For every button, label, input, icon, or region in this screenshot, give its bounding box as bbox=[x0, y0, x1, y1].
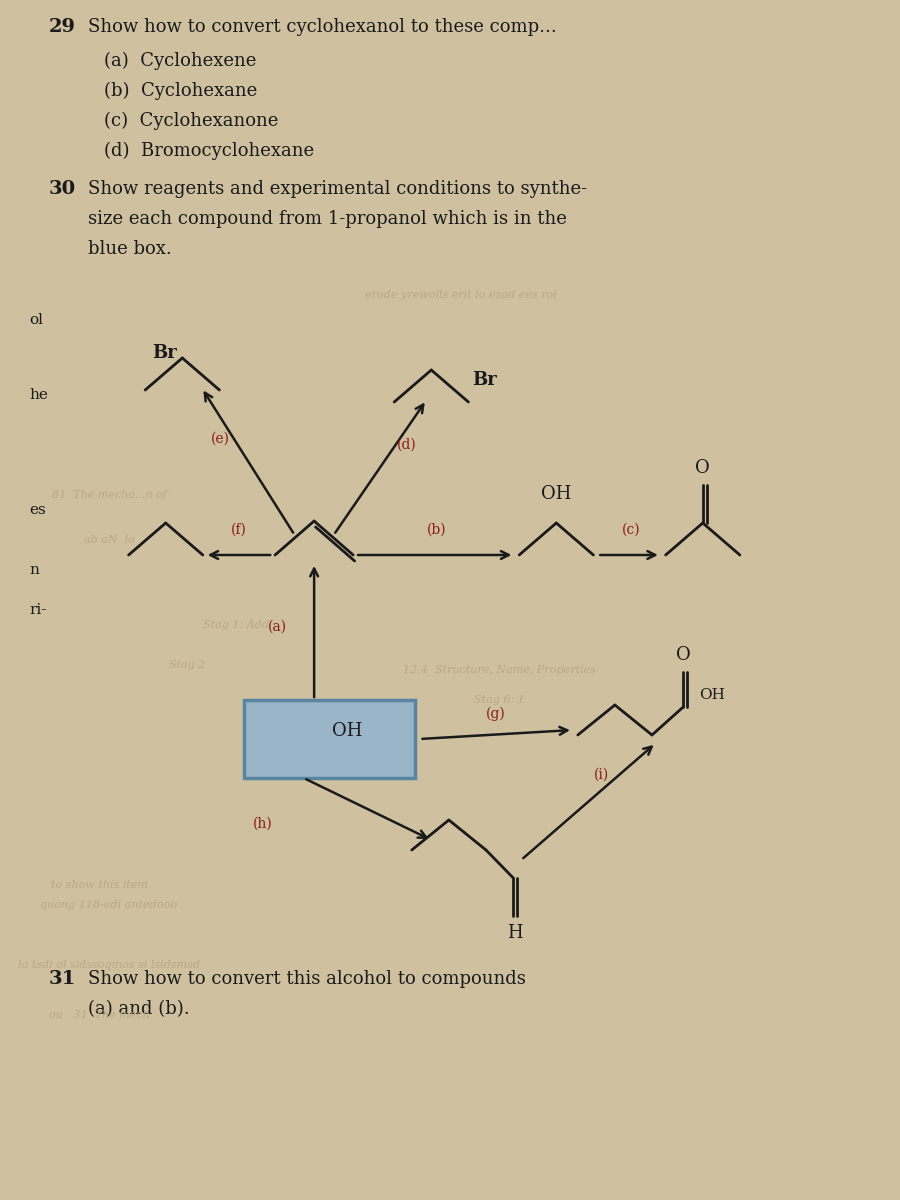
Text: Br: Br bbox=[152, 344, 177, 362]
Text: quong 118-edi antednoo: quong 118-edi antednoo bbox=[40, 900, 177, 910]
Text: (h): (h) bbox=[254, 817, 273, 830]
Text: (a)  Cyclohexene: (a) Cyclohexene bbox=[104, 52, 256, 71]
Text: (b)  Cyclohexane: (b) Cyclohexane bbox=[104, 82, 257, 101]
Text: ol: ol bbox=[29, 313, 43, 326]
Text: to show this item: to show this item bbox=[51, 880, 148, 890]
Text: 30: 30 bbox=[49, 180, 76, 198]
Text: Br: Br bbox=[472, 371, 497, 389]
Text: OH: OH bbox=[332, 722, 362, 740]
Text: Show how to convert cyclohexanol to these comp...: Show how to convert cyclohexanol to thes… bbox=[87, 18, 556, 36]
Text: OH: OH bbox=[698, 688, 724, 702]
Text: Show how to convert this alcohol to compounds: Show how to convert this alcohol to comp… bbox=[87, 970, 526, 988]
Text: (d)  Bromocyclohexane: (d) Bromocyclohexane bbox=[104, 142, 314, 161]
Text: (c)  Cyclohexanone: (c) Cyclohexanone bbox=[104, 112, 279, 131]
Text: es: es bbox=[29, 503, 46, 517]
Text: (f): (f) bbox=[231, 523, 247, 538]
Text: O: O bbox=[676, 646, 690, 664]
Text: (g): (g) bbox=[486, 707, 506, 721]
Bar bbox=[244, 700, 415, 778]
Text: n: n bbox=[29, 563, 39, 577]
Text: (d): (d) bbox=[397, 438, 417, 452]
Text: lo tsdi ol sldssoqmos si lsidsmsd: lo tsdi ol sldssoqmos si lsidsmsd bbox=[18, 960, 200, 970]
Text: 29: 29 bbox=[49, 18, 76, 36]
Text: H: H bbox=[508, 924, 523, 942]
Text: (c): (c) bbox=[622, 523, 641, 538]
Text: OH: OH bbox=[541, 485, 572, 503]
Text: ab aN  lo: ab aN lo bbox=[84, 535, 134, 545]
Text: Stag 6: 1: Stag 6: 1 bbox=[474, 695, 525, 704]
Text: 12.4  Structure, Name, Properties: 12.4 Structure, Name, Properties bbox=[403, 665, 596, 674]
Text: ou   31  The mech: ou 31 The mech bbox=[49, 1010, 149, 1020]
Text: 31: 31 bbox=[49, 970, 76, 988]
Text: (e): (e) bbox=[212, 432, 230, 446]
Text: Stag 2: Stag 2 bbox=[169, 660, 205, 670]
Text: (a): (a) bbox=[267, 620, 287, 634]
Text: 81  The mecha...n of: 81 The mecha...n of bbox=[51, 490, 166, 500]
Text: (a) and (b).: (a) and (b). bbox=[87, 1000, 189, 1018]
Text: Stag 1: Add: Stag 1: Add bbox=[203, 620, 269, 630]
Text: O: O bbox=[696, 458, 710, 476]
Text: (i): (i) bbox=[594, 768, 609, 782]
Text: (b): (b) bbox=[428, 523, 447, 538]
Text: size each compound from 1-propanol which is in the: size each compound from 1-propanol which… bbox=[87, 210, 566, 228]
Text: blue box.: blue box. bbox=[87, 240, 171, 258]
Text: ri-: ri- bbox=[29, 602, 47, 617]
Text: Show reagents and experimental conditions to synthe-: Show reagents and experimental condition… bbox=[87, 180, 587, 198]
Text: erode yrewolls erit lo esad ees rol: erode yrewolls erit lo esad ees rol bbox=[364, 290, 556, 300]
Text: he: he bbox=[29, 388, 48, 402]
